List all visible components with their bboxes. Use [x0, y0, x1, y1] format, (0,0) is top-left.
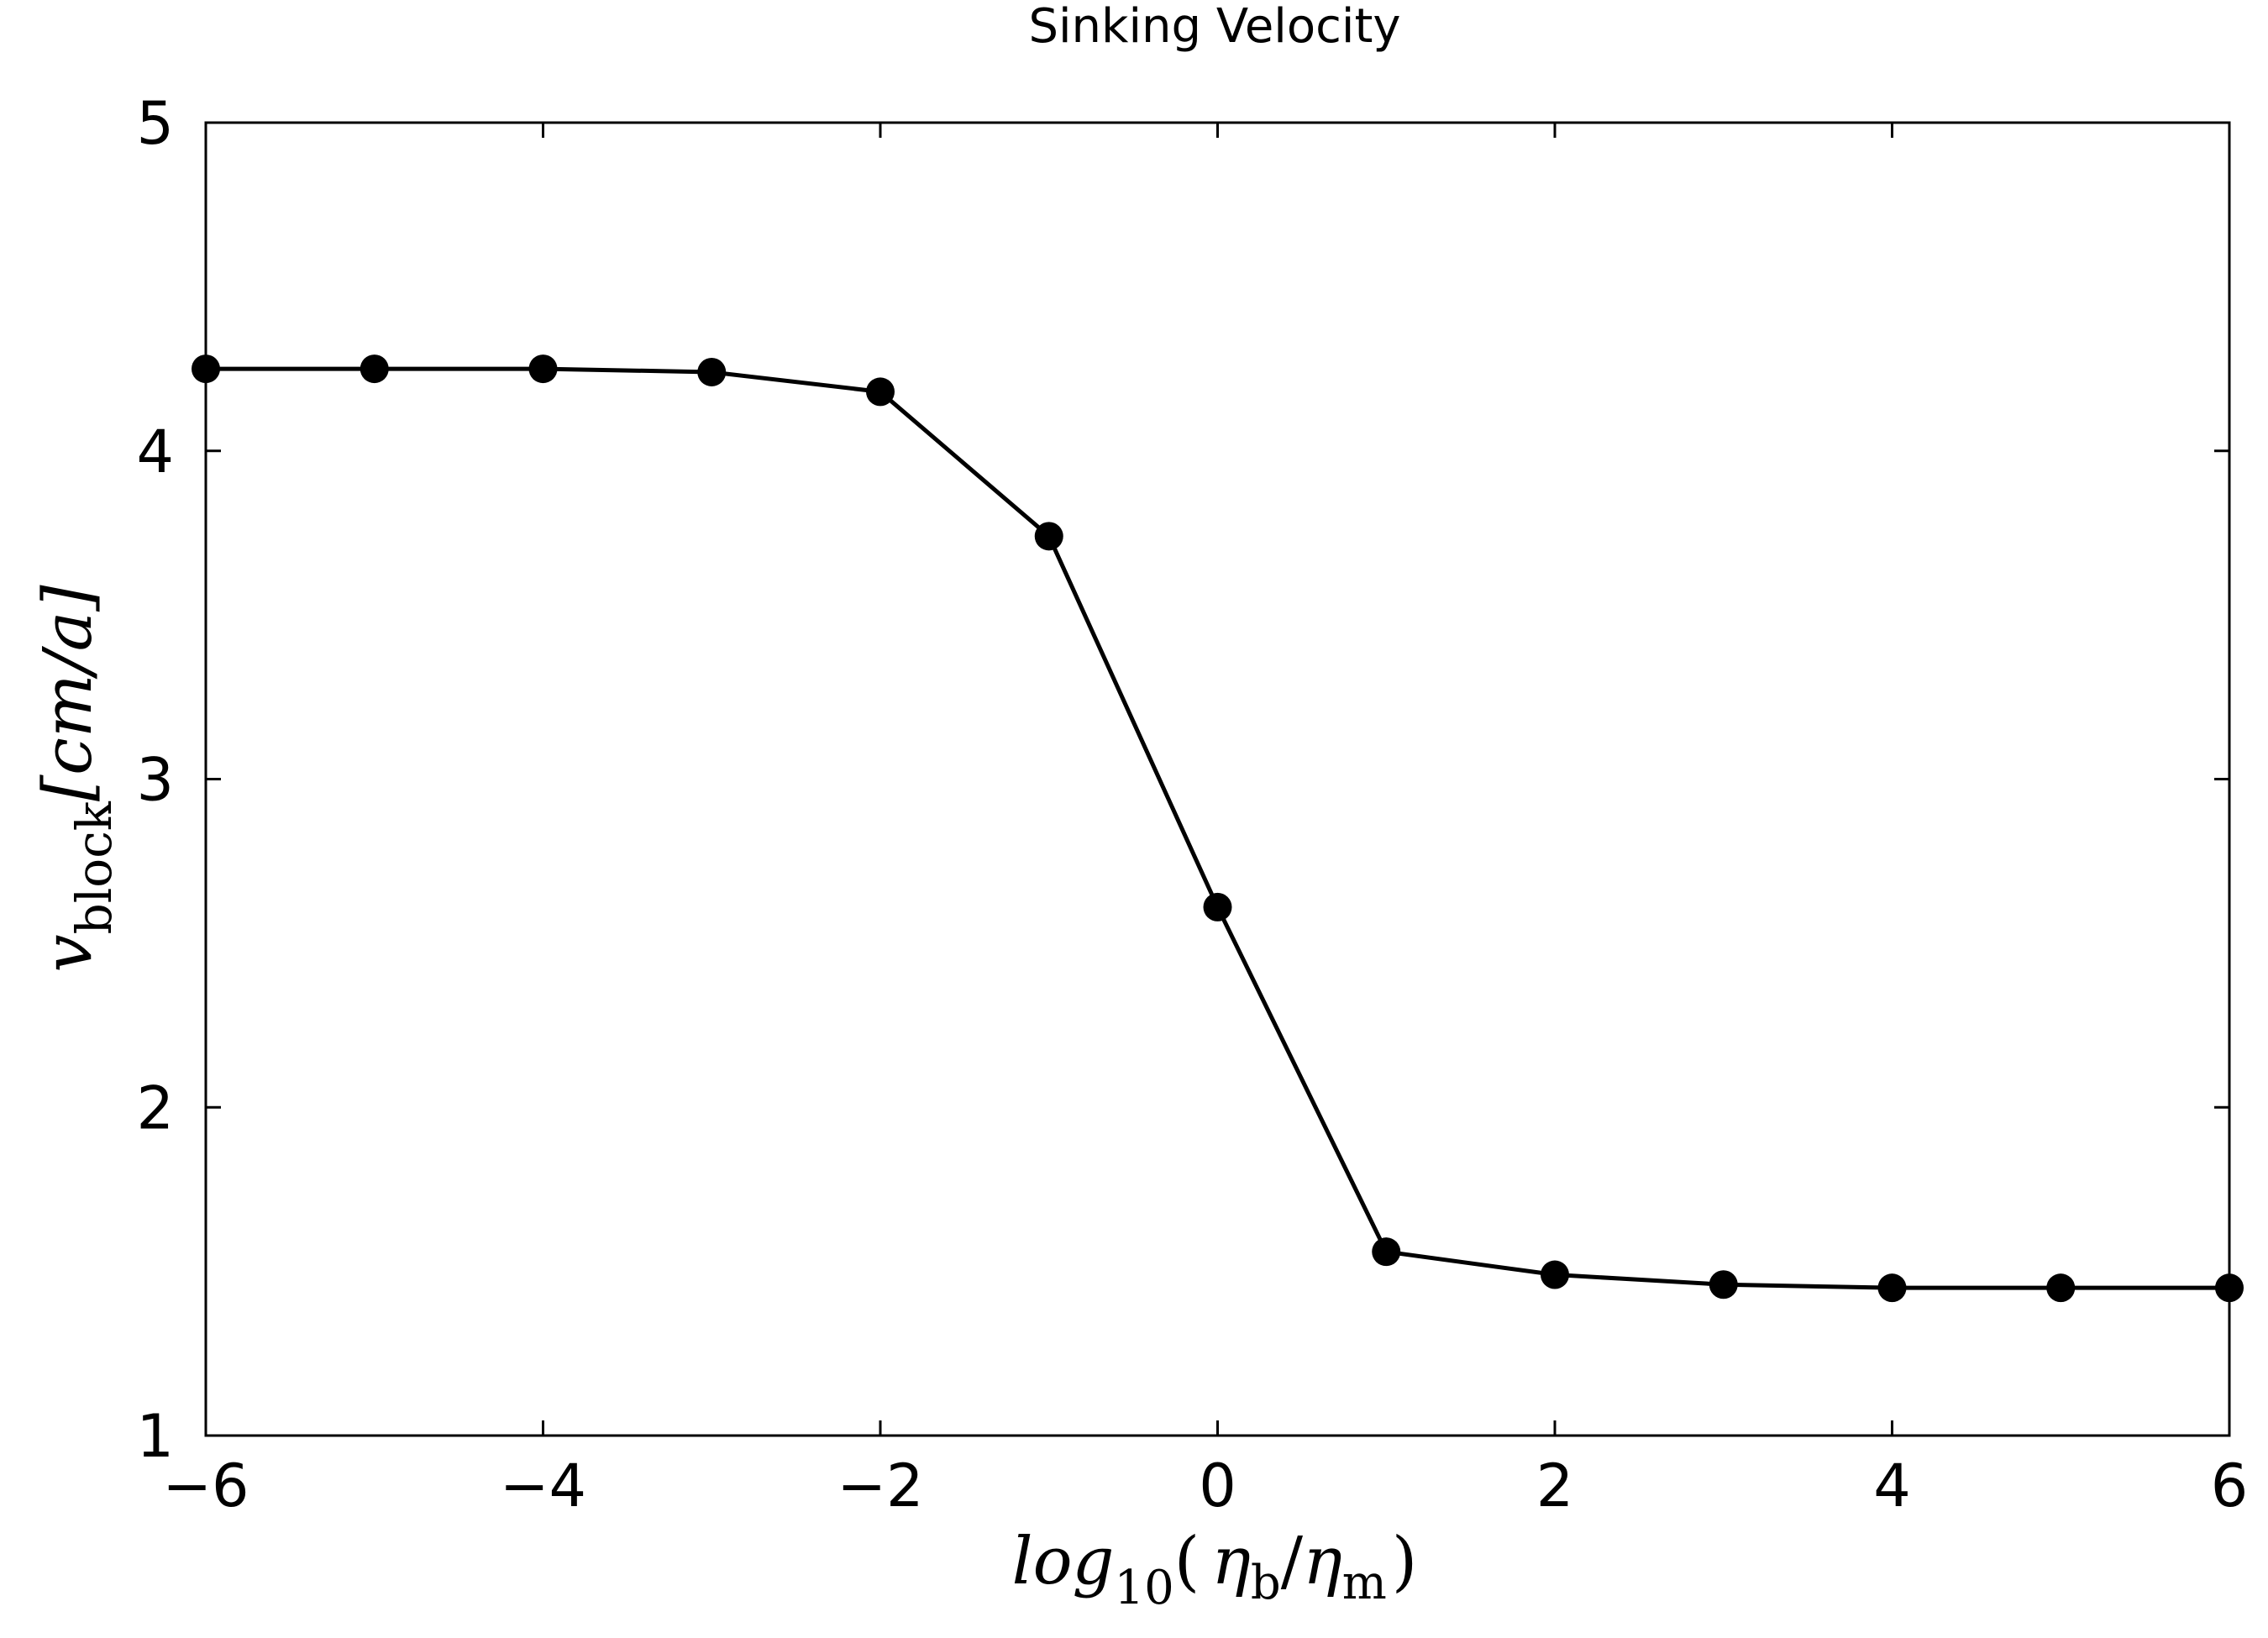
x-label-close-paren: ) [1392, 1524, 1417, 1599]
x-tick-label: 0 [1199, 1452, 1236, 1520]
y-tick-label: 2 [136, 1074, 174, 1142]
chart-title: Sinking Velocity [1028, 0, 1400, 54]
x-tick-label: 6 [2211, 1452, 2249, 1520]
y-tick-label: 1 [136, 1402, 174, 1471]
x-tick-label: −4 [500, 1452, 586, 1520]
data-point [1709, 1270, 1738, 1299]
y-tick-label: 5 [136, 89, 174, 158]
y-label-unit: [cm/a] [29, 585, 107, 802]
x-axis-label: log10(ηb/ηm) [1012, 1524, 1418, 1615]
y-axis-ticks: 1 2 3 4 5 [136, 89, 2229, 1471]
data-point [1372, 1237, 1401, 1267]
x-label-denominator-sub: m [1342, 1556, 1387, 1610]
x-label-log-base: 10 [1114, 1561, 1173, 1615]
y-label-symbol: v [29, 934, 107, 972]
x-label-open-paren: ( [1174, 1524, 1200, 1599]
y-tick-label: 3 [136, 746, 174, 815]
x-label-log: log [1012, 1524, 1115, 1599]
data-point [528, 354, 558, 384]
y-axis-label: vblock[cm/a] [29, 585, 123, 973]
data-point [1034, 522, 1063, 551]
x-tick-label: 4 [1873, 1452, 1911, 1520]
x-label-numerator: η [1211, 1524, 1251, 1599]
data-point [1203, 892, 1232, 921]
x-tick-label: 2 [1536, 1452, 1574, 1520]
y-label-subscript: block [66, 801, 123, 934]
data-point [2215, 1273, 2244, 1303]
series-layer [192, 354, 2244, 1303]
series-line [206, 366, 2229, 1290]
x-tick-label: −2 [837, 1452, 923, 1520]
data-point [360, 354, 389, 384]
data-point [1541, 1260, 1569, 1289]
data-point [2046, 1273, 2076, 1303]
plot-frame [204, 121, 2231, 1437]
x-axis-ticks: −6 −4 −2 0 2 4 6 [162, 123, 2248, 1520]
y-tick-label: 4 [136, 417, 174, 486]
x-label-slash: / [1281, 1524, 1304, 1599]
x-tick-label: −6 [162, 1452, 249, 1520]
data-point [697, 357, 727, 386]
data-point [866, 377, 895, 407]
data-point [1877, 1273, 1907, 1303]
data-point [192, 354, 220, 384]
x-label-numerator-sub: b [1251, 1556, 1281, 1610]
x-label-denominator: η [1303, 1524, 1342, 1599]
